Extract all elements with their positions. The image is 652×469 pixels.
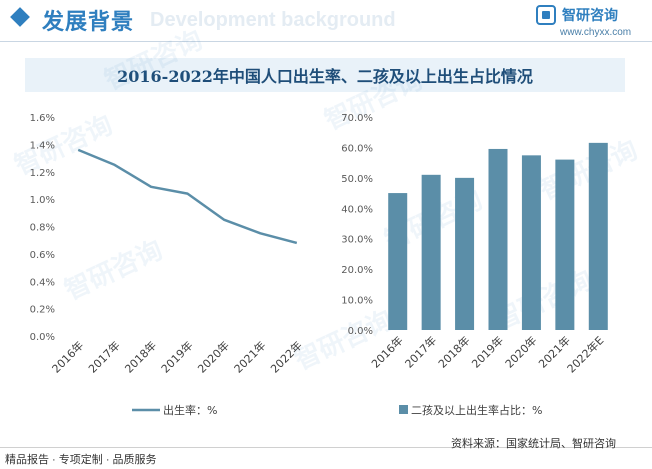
watermark-text: 智研咨询 xyxy=(10,109,117,181)
x-tick-label: 2017年 xyxy=(402,333,439,370)
bar xyxy=(555,159,575,330)
y-tick-label: 0.6% xyxy=(30,250,55,261)
legend-bar-swatch xyxy=(399,405,408,414)
bar xyxy=(488,148,508,330)
y-tick-label: 0.8% xyxy=(30,223,55,234)
watermark-text: 智研咨询 xyxy=(535,134,642,206)
watermark-layer: 智研咨询智研咨询智研咨询智研咨询智研咨询智研咨询智研咨询智研咨询 xyxy=(10,24,642,376)
bar xyxy=(588,142,608,330)
y-tick-label: 20.0% xyxy=(341,265,373,276)
x-tick-label: 2019年 xyxy=(158,338,195,375)
chart-title-bar: 2016-2022年中国人口出生率、二孩及以上出生占比情况 xyxy=(25,58,625,92)
y-tick-label: 10.0% xyxy=(341,296,373,307)
bar xyxy=(521,155,541,330)
legend-label: 出生率：% xyxy=(163,403,217,417)
logo-icon xyxy=(536,5,556,25)
logo-name: 智研咨询 xyxy=(562,8,618,24)
footer-slogan: 精品报告 · 专项定制 · 品质服务 xyxy=(5,454,157,466)
y-tick-label: 0.0% xyxy=(30,332,55,343)
y-tick-label: 30.0% xyxy=(341,235,373,246)
footer-divider xyxy=(0,447,652,448)
x-tick-label: 2021年 xyxy=(231,338,268,375)
y-tick-label: 1.0% xyxy=(30,195,55,206)
y-tick-label: 40.0% xyxy=(341,204,373,215)
logo-url: www.chyxx.com xyxy=(560,27,632,38)
y-tick-label: 60.0% xyxy=(341,143,373,154)
birth-rate-line xyxy=(77,148,298,245)
section-background-word: Development background xyxy=(150,9,396,31)
page-header: 发展背景 Development background 智研咨询 www.chy… xyxy=(0,0,652,42)
watermark-text: 智研咨询 xyxy=(100,24,207,96)
legend-label: 二孩及以上出生率占比：% xyxy=(411,403,542,417)
x-tick-label: 2017年 xyxy=(85,338,122,375)
chart-title: 2016-2022年中国人口出生率、二孩及以上出生占比情况 xyxy=(117,67,533,86)
y-tick-label: 0.0% xyxy=(348,326,373,337)
bar xyxy=(421,174,441,330)
x-tick-label: 2022年E xyxy=(564,333,606,375)
y-tick-label: 50.0% xyxy=(341,174,373,185)
y-tick-label: 1.4% xyxy=(30,140,55,151)
x-tick-label: 2020年 xyxy=(195,338,232,375)
bar xyxy=(455,177,475,330)
x-tick-label: 2018年 xyxy=(435,333,472,370)
header-divider xyxy=(0,41,652,42)
bar xyxy=(388,193,408,330)
second-child-share-bar-chart: 0.0% 10.0% 20.0% 30.0% 40.0% 50.0% 60.0% 70.0% 2… xyxy=(341,113,608,417)
x-tick-label: 2019年 xyxy=(469,333,506,370)
x-tick-label: 2020年 xyxy=(502,333,539,370)
y-tick-label: 70.0% xyxy=(341,113,373,124)
x-tick-label: 2018年 xyxy=(122,338,159,375)
y-tick-label: 0.2% xyxy=(30,305,55,316)
watermark-text: 智研咨询 xyxy=(60,234,167,306)
data-source: 资料来源：国家统计局、智研咨询 xyxy=(451,438,616,450)
y-tick-label: 1.2% xyxy=(30,168,55,179)
section-title: 发展背景 xyxy=(42,10,135,35)
watermark-text: 智研咨询 xyxy=(320,64,427,136)
y-tick-label: 1.6% xyxy=(30,113,55,124)
y-tick-label: 0.4% xyxy=(30,277,55,288)
x-tick-label: 2016年 xyxy=(49,338,86,375)
